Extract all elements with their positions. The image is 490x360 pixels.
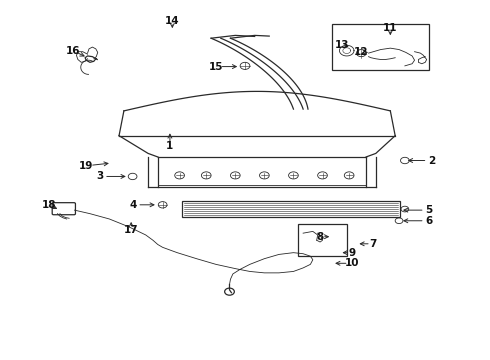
Text: 13: 13 bbox=[335, 40, 349, 50]
Text: 17: 17 bbox=[124, 225, 139, 235]
Text: 15: 15 bbox=[209, 62, 223, 72]
Text: 7: 7 bbox=[369, 239, 377, 249]
Text: 3: 3 bbox=[96, 171, 103, 181]
Text: 6: 6 bbox=[425, 216, 433, 226]
Text: 9: 9 bbox=[348, 248, 355, 258]
Text: 14: 14 bbox=[165, 15, 180, 26]
Text: 18: 18 bbox=[42, 200, 56, 210]
Bar bbox=[332, 24, 429, 70]
Text: 19: 19 bbox=[79, 161, 93, 171]
Text: 16: 16 bbox=[66, 46, 80, 56]
Text: 4: 4 bbox=[130, 200, 137, 210]
Text: 11: 11 bbox=[383, 23, 397, 33]
Text: 12: 12 bbox=[354, 48, 368, 57]
Bar bbox=[298, 224, 347, 256]
Text: 10: 10 bbox=[344, 258, 359, 268]
Bar bbox=[182, 201, 400, 217]
Text: 1: 1 bbox=[166, 141, 173, 151]
Text: 8: 8 bbox=[317, 232, 324, 242]
Text: 5: 5 bbox=[425, 205, 433, 215]
Text: 2: 2 bbox=[428, 156, 435, 166]
